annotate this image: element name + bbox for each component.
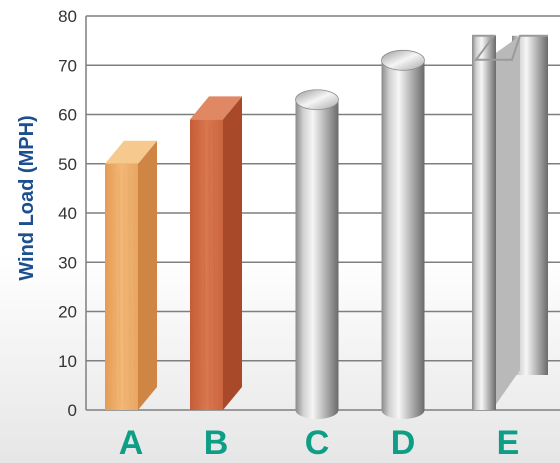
y-tick-label: 0: [68, 401, 77, 420]
bar-D: [381, 49, 425, 419]
x-axis-categories: A B C D E: [119, 424, 520, 462]
y-tick-label: 80: [58, 7, 77, 26]
y-axis-label: Wind Load (MPH): [16, 115, 38, 280]
y-tick-label: 40: [58, 204, 77, 223]
y-tick-label: 60: [58, 106, 77, 125]
bar-B: [190, 96, 242, 411]
bar-A: [105, 140, 157, 410]
y-tick-label: 20: [58, 303, 77, 322]
bars: [105, 34, 548, 419]
category-label-A: A: [119, 424, 144, 462]
category-label-B: B: [204, 424, 229, 462]
y-tick-label: 10: [58, 352, 77, 371]
y-tick-label: 50: [58, 155, 77, 174]
bar-E: [472, 34, 548, 410]
category-label-D: D: [391, 424, 416, 462]
category-label-E: E: [497, 424, 520, 462]
bar-C: [295, 89, 339, 419]
y-tick-label: 30: [58, 253, 77, 272]
y-tick-label: 70: [58, 56, 77, 75]
category-label-C: C: [305, 424, 330, 462]
y-axis-ticks: 0 10 20 30 40 50 60 70 80: [58, 7, 77, 420]
